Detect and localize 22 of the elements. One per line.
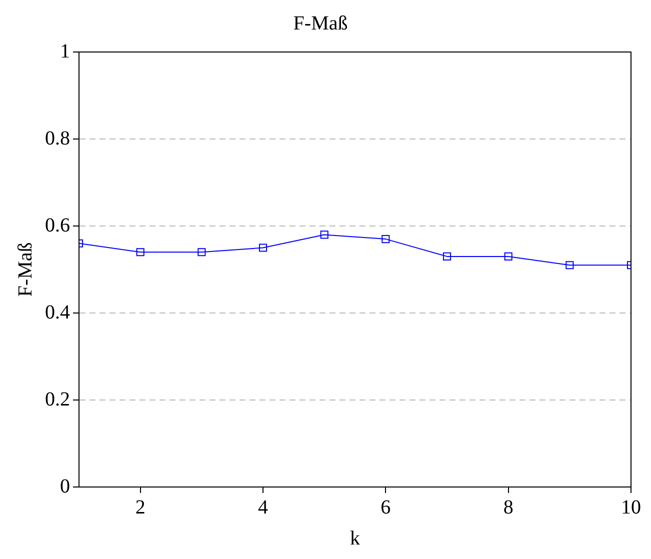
- x-axis-title: k: [350, 527, 360, 550]
- point: [198, 248, 206, 256]
- y-tick-label: 0.4: [45, 301, 70, 324]
- y-tick-label: 0: [60, 475, 70, 498]
- point: [504, 252, 512, 260]
- y-tick-label: 0.2: [45, 388, 70, 410]
- point: [382, 235, 390, 244]
- chart-title: F-Maß: [293, 12, 348, 34]
- x-tick-label: 10: [621, 496, 641, 518]
- y-axis-title: F-Maß: [14, 242, 36, 297]
- point: [442, 252, 452, 260]
- point: [136, 248, 144, 256]
- x-tick-label: 4: [258, 496, 268, 518]
- point: [320, 230, 328, 239]
- y-tick-label: 0.8: [45, 127, 70, 150]
- x-tick-label: 6: [380, 496, 391, 518]
- x-tick-label: 8: [503, 496, 514, 518]
- x-tick-label: 2: [135, 496, 146, 518]
- y-tick-label: 1: [60, 40, 70, 62]
- y-tick-label: 0.6: [45, 214, 70, 236]
- point: [258, 244, 268, 252]
- point: [566, 261, 574, 270]
